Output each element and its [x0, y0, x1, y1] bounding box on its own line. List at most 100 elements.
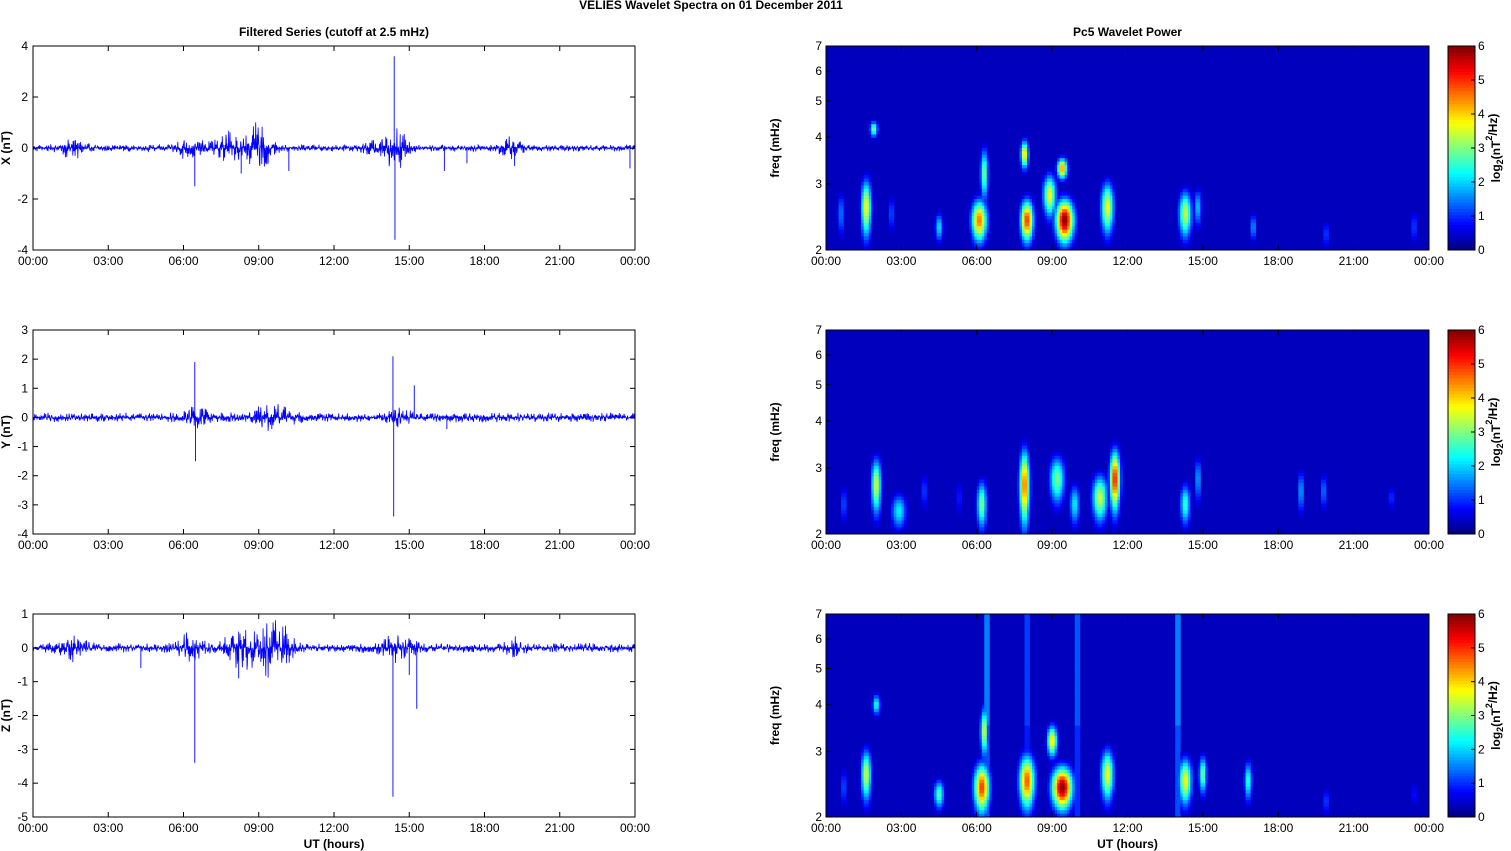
power-cell: [934, 786, 937, 791]
power-cell: [1177, 725, 1181, 730]
power-cell: [871, 503, 875, 508]
power-cell: [1019, 762, 1023, 767]
power-cell: [888, 195, 892, 200]
power-cell: [1029, 229, 1033, 234]
power-cell: [1067, 783, 1071, 787]
power-cell: [1190, 222, 1194, 227]
power-cell: [858, 773, 862, 777]
power-cell: [1077, 219, 1081, 224]
power-cell: [1064, 759, 1068, 764]
power-cell: [1059, 239, 1063, 244]
power-cell: [866, 779, 870, 784]
power-cell: [1021, 500, 1025, 504]
power-cell: [984, 246, 988, 251]
power-cell: [1024, 500, 1028, 504]
power-cell: [1057, 745, 1061, 750]
power-cell: [974, 776, 978, 781]
power-cell: [1205, 786, 1209, 791]
power-cell: [956, 503, 960, 508]
power-cell: [921, 500, 925, 504]
power-cell: [1027, 209, 1030, 213]
power-cell: [1064, 479, 1068, 484]
power-cell: [1109, 462, 1113, 467]
power-cell: [1077, 493, 1081, 497]
power-cell: [1099, 192, 1103, 196]
spectrum-cells: [841, 438, 1395, 535]
colorbar-step: [1448, 489, 1475, 494]
power-cell: [1049, 739, 1053, 743]
power-cell: [984, 520, 988, 525]
power-cell: [1205, 779, 1209, 784]
power-cell: [898, 530, 902, 535]
power-cell: [979, 236, 983, 241]
power-cell: [1054, 202, 1058, 207]
power-cell: [1192, 202, 1196, 207]
power-cell: [1069, 517, 1073, 521]
power-cell: [984, 779, 988, 784]
power-cell: [871, 701, 875, 706]
power-cell: [1180, 202, 1184, 207]
power-cell: [1057, 479, 1061, 484]
power-cell: [984, 685, 988, 689]
power-cell: [1177, 510, 1181, 514]
power-cell: [1057, 226, 1061, 230]
power-cell: [868, 789, 872, 794]
power-cell: [1019, 776, 1023, 781]
power-cell: [866, 810, 870, 815]
power-cell: [1114, 766, 1118, 771]
power-cell: [1059, 455, 1063, 460]
power-cell: [1187, 185, 1191, 190]
colorbar-step: [1448, 620, 1475, 625]
power-cell: [1019, 455, 1023, 460]
power-cell: [1044, 171, 1048, 176]
power-cell: [1039, 195, 1043, 200]
power-cell: [1104, 742, 1108, 747]
power-cell: [1024, 641, 1028, 645]
power-cell: [1099, 786, 1103, 791]
power-cell: [1057, 175, 1061, 179]
colorbar-tick-label: 0: [1478, 243, 1485, 257]
power-cell: [1016, 476, 1020, 480]
colorbar-step: [1448, 339, 1475, 344]
power-cell: [1114, 500, 1118, 504]
power-cell: [1021, 766, 1025, 771]
power-cell: [1190, 212, 1194, 217]
power-cell: [1029, 466, 1033, 470]
power-cell: [1300, 472, 1304, 477]
power-cell: [1027, 449, 1030, 453]
power-cell: [1054, 806, 1058, 811]
power-cell: [1024, 246, 1028, 251]
x-tick-label: 00:00: [1414, 538, 1444, 552]
power-cell: [1062, 182, 1066, 186]
power-cell: [1067, 199, 1071, 203]
power-cell: [1052, 803, 1056, 808]
power-cell: [1102, 752, 1106, 757]
power-cell: [1019, 449, 1023, 453]
power-cell: [1074, 695, 1078, 699]
power-cell: [981, 154, 985, 159]
power-cell: [878, 705, 882, 710]
power-cell: [969, 222, 973, 227]
power-cell: [1104, 216, 1108, 220]
power-cell: [979, 773, 983, 777]
power-cell: [1077, 496, 1081, 501]
power-cell: [1024, 644, 1028, 649]
power-cell: [1014, 783, 1018, 787]
power-cell: [986, 188, 990, 193]
power-cell: [863, 756, 867, 760]
power-cell: [1102, 185, 1106, 190]
colorbar-step: [1448, 731, 1475, 736]
colorbar-step: [1448, 441, 1475, 446]
power-cell: [984, 776, 988, 781]
power-cell: [1107, 500, 1111, 504]
signal-trace: [32, 122, 636, 168]
power-cell: [1185, 205, 1189, 210]
power-cell: [1019, 493, 1023, 497]
power-cell: [1021, 786, 1025, 791]
power-cell: [861, 236, 865, 241]
power-cell: [1021, 154, 1025, 159]
x-tick-label: 21:00: [545, 538, 575, 552]
power-cell: [1047, 773, 1051, 777]
colorbar-tick-label: 5: [1478, 73, 1485, 87]
power-cell: [969, 226, 973, 230]
